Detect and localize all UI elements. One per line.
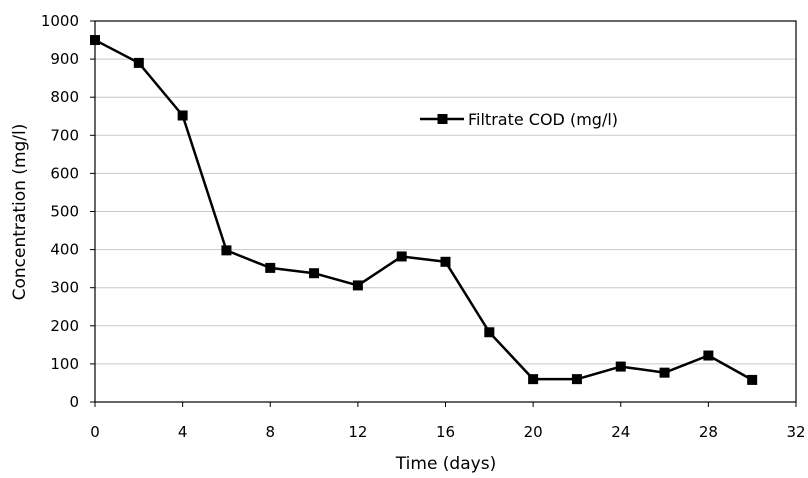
series-line [94,38,753,381]
gridlines [95,20,796,365]
data-point-marker [396,251,407,262]
data-point-marker [221,245,232,256]
tick-labels: 0 100 200 300 400 500 600 700 800 900 1000 0 4 8 12 16 2… [41,12,806,441]
y-tick-label: 600 [50,164,79,182]
y-tick-label: 800 [50,88,79,106]
y-tick-label: 300 [50,279,79,297]
data-point-marker [615,361,626,372]
axes [90,20,797,407]
data-point-marker [133,57,144,68]
data-point-marker [703,350,714,361]
data-point-marker [177,110,188,121]
y-tick-label: 900 [50,50,79,68]
x-tick-label: 20 [524,423,543,441]
data-point-marker [659,367,670,378]
y-tick-label: 100 [50,355,79,373]
legend-label: Filtrate COD (mg/l) [468,110,618,129]
data-point-marker [90,35,100,46]
x-tick-label: 28 [699,423,718,441]
y-tick-label: 200 [50,317,79,335]
y-tick-label: 500 [50,203,79,221]
x-tick-label: 12 [348,423,367,441]
y-tick-label: 1000 [41,12,79,30]
data-point-marker [571,374,582,385]
y-axis-title: Concentration (mg/l) [10,124,30,301]
data-point-marker [352,280,363,291]
series [90,35,758,385]
data-point-marker [484,327,495,338]
x-tick-label: 32 [786,423,805,441]
data-point-marker [265,262,276,273]
x-tick-label: 16 [436,423,455,441]
y-tick-label: 0 [69,393,79,411]
data-point-marker [440,256,451,267]
legend-square-marker [437,114,448,124]
legend: Filtrate COD (mg/l) [420,110,618,129]
data-point-marker [747,374,758,385]
x-tick-label: 8 [265,423,275,441]
x-tick-label: 24 [611,423,630,441]
data-point-marker [309,268,320,279]
y-tick-label: 700 [50,126,79,144]
y-tick-label: 400 [50,241,79,259]
data-point-marker [528,374,539,385]
x-axis-title: Time (days) [395,454,496,473]
x-tick-label: 0 [90,423,100,441]
x-tick-label: 4 [178,423,188,441]
